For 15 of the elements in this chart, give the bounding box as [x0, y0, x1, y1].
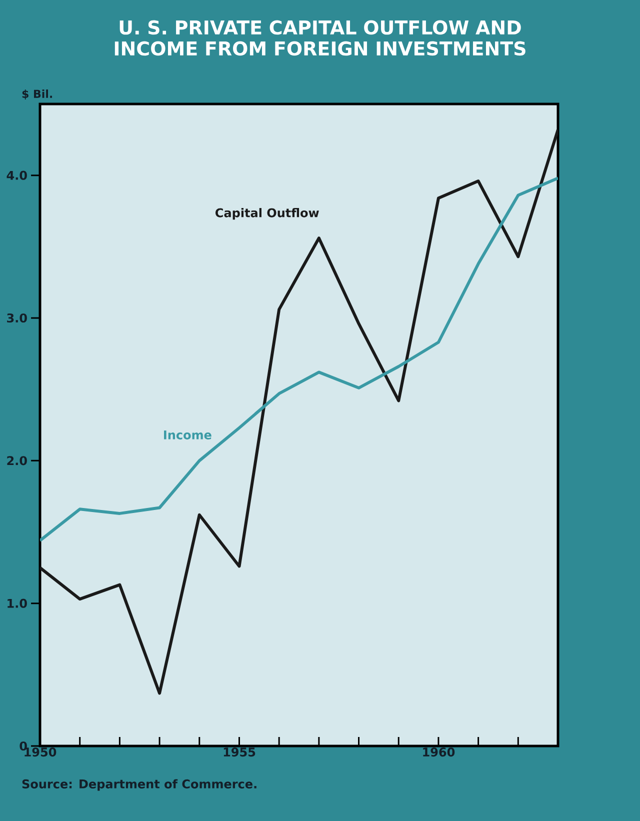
series-label: Income [164, 430, 212, 440]
chart-title: U. S. PRIVATE CAPITAL OUTFLOW AND INCOME FROM FOREIGN INVESTMENTS [114, 20, 526, 56]
y-tick-label: 4.0 [6, 170, 27, 180]
x-tick-label: 1955 [224, 748, 256, 757]
source-note: Source: Department of Commerce. [22, 779, 256, 791]
x-tick-label: 1960 [423, 748, 455, 757]
y-tick-label: 3.0 [7, 313, 27, 323]
line-series [40, 128, 558, 695]
line-series [40, 176, 558, 542]
y-axis-title: $ Bil. [22, 89, 52, 100]
y-tick-label: 0 [20, 741, 27, 751]
x-tick-label: 1950 [24, 748, 56, 757]
y-tick-label: 1.0 [8, 598, 27, 608]
y-tick-label: 2.0 [7, 456, 27, 466]
series-label: Capital Outflow [216, 208, 319, 220]
